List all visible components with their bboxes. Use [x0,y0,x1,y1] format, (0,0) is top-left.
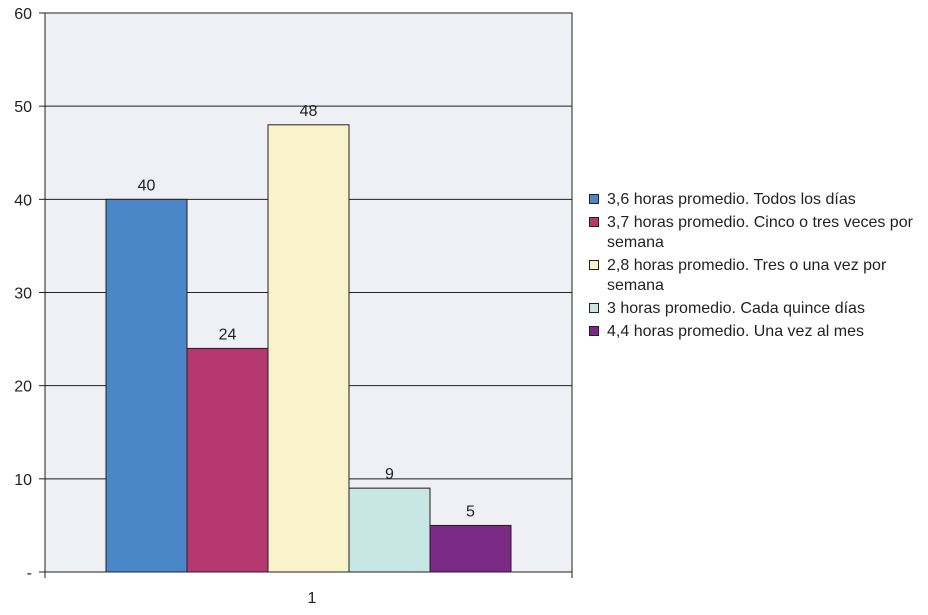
legend-label: 2,8 horas promedio. Tres o una vez por s… [607,257,887,294]
data-label: 5 [466,503,475,520]
legend-swatch [589,260,599,270]
legend-label: 3,7 horas promedio. Cinco o tres veces p… [607,214,913,251]
bars [105,124,512,573]
y-tick-label: 50 [14,99,32,116]
data-label: 48 [300,103,318,120]
legend-item: 2,8 horas promedio. Tres o una vez por s… [583,256,923,296]
data-labels: 40 24 48 9 5 [138,103,475,521]
data-label: 9 [385,466,394,483]
y-tick-label: 40 [14,192,32,209]
legend-swatch [589,326,599,336]
y-tick-label: 30 [14,286,32,303]
legend-item: 3,7 horas promedio. Cinco o tres veces p… [583,213,923,253]
y-tick-label: 20 [14,379,32,396]
bar [348,487,431,573]
data-label: 24 [219,326,237,343]
bar [429,524,512,573]
bar [105,198,188,573]
legend-label: 3,6 horas promedio. Todos los días [607,191,856,208]
legend-swatch [589,303,599,313]
legend-item: 3 horas promedio. Cada quince días [583,299,923,319]
legend-swatch [589,194,599,204]
y-tick-label: - [27,565,32,582]
legend: 3,6 horas promedio. Todos los días 3,7 h… [583,190,923,345]
y-tick-label: 10 [14,472,32,489]
bar [186,347,269,573]
legend-label: 4,4 horas promedio. Una vez al mes [607,323,865,340]
legend-swatch [589,217,599,227]
x-tick-label: 1 [308,590,317,607]
data-label: 40 [138,177,156,194]
bar [267,124,350,573]
y-tick-label: 60 [14,6,32,23]
y-axis-ticks: - 10 20 30 40 50 60 [14,6,45,582]
legend-label: 3 horas promedio. Cada quince días [607,300,865,317]
legend-item: 3,6 horas promedio. Todos los días [583,190,923,210]
legend-item: 4,4 horas promedio. Una vez al mes [583,322,923,342]
